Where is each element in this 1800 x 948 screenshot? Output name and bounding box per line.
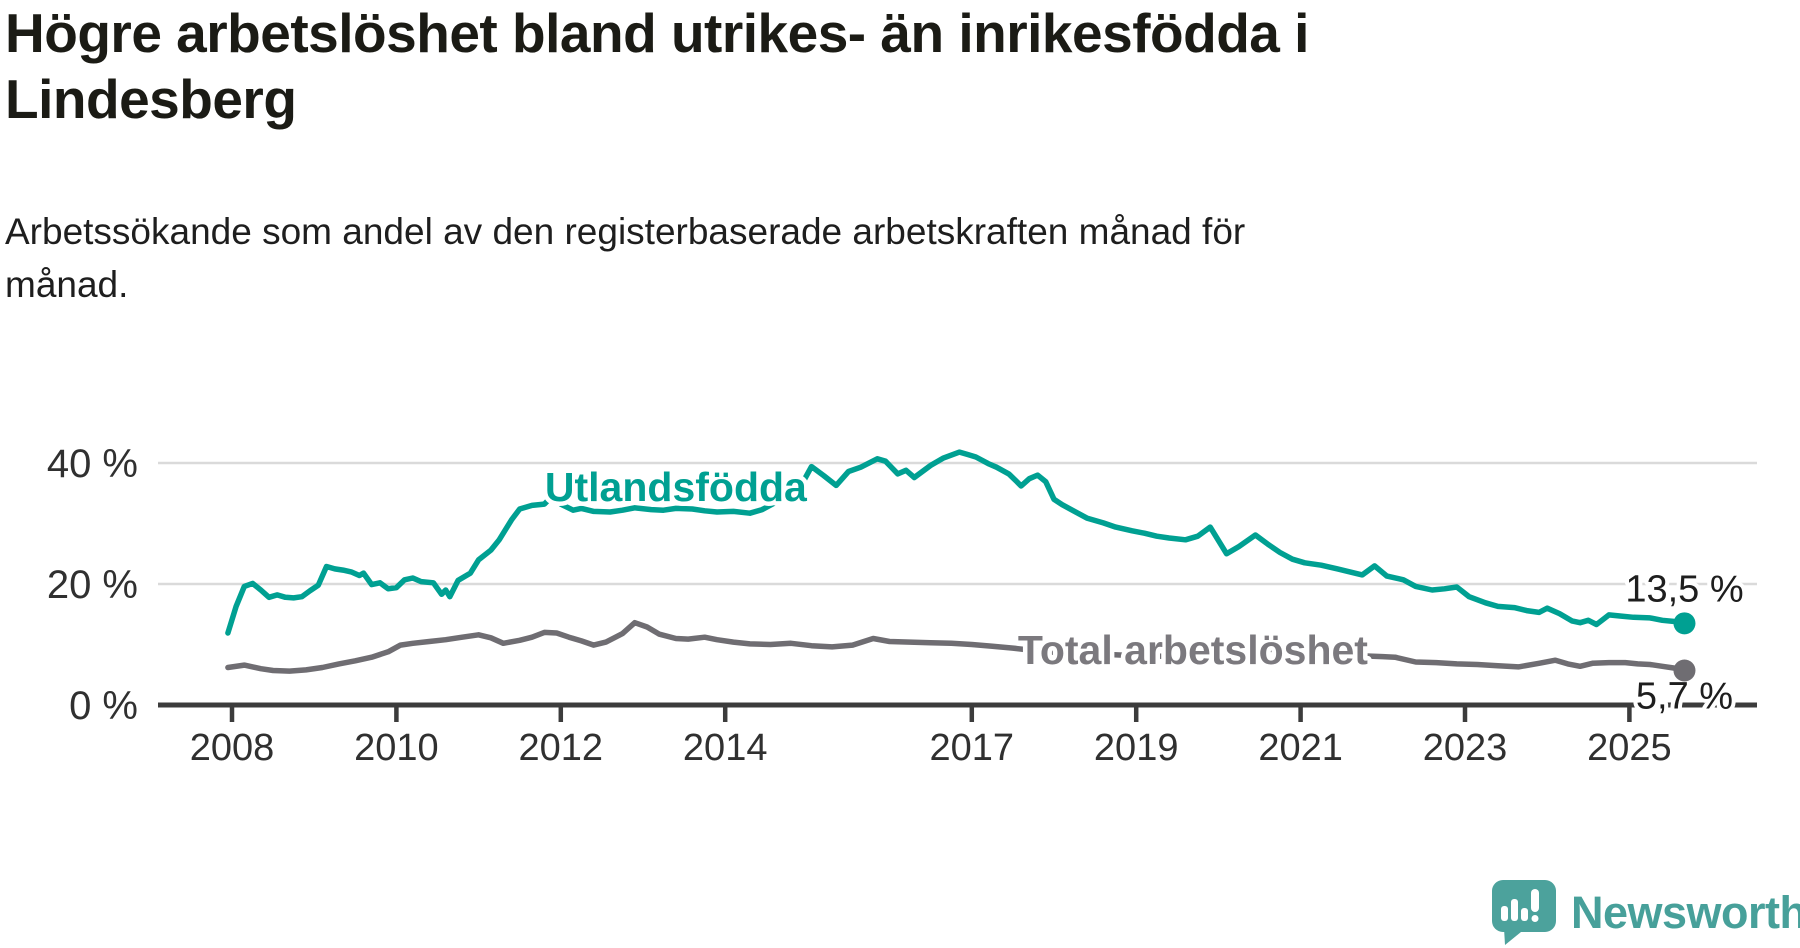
x-tick-label-2017: 2017 bbox=[930, 727, 1015, 769]
end-value-label-total-arbetsloshet: 5,7 % bbox=[1636, 676, 1733, 718]
newsworthy-logo: Newsworthy bbox=[1492, 880, 1800, 946]
newsworthy-speech-bubble-icon bbox=[1492, 880, 1556, 945]
chart-subtitle-line-2: månad. bbox=[5, 263, 129, 305]
chart-title: Högre arbetslöshet bland utrikes- än inr… bbox=[5, 0, 1309, 132]
chart-subtitle-line-1: Arbetssökande som andel av den registerb… bbox=[5, 211, 1246, 252]
x-tick-label-2010: 2010 bbox=[354, 727, 439, 769]
x-tick-label-2014: 2014 bbox=[683, 727, 768, 769]
series-label-utlandsfodda: Utlandsfödda bbox=[545, 464, 808, 510]
end-value-label-utlandsfodda: 13,5 % bbox=[1625, 568, 1743, 610]
x-tick-label-2019: 2019 bbox=[1094, 727, 1179, 769]
series-line-total-arbetsloshet bbox=[225, 619, 1688, 674]
series-label-total-arbetsloshet: Total arbetslöshet bbox=[1018, 627, 1368, 673]
x-tick-label-2021: 2021 bbox=[1258, 727, 1343, 769]
series-end-dot-utlandsfodda bbox=[1673, 612, 1696, 635]
y-tick-label-40: 40 % bbox=[47, 442, 138, 486]
chart-subtitle: Arbetssökande som andel av den registerb… bbox=[5, 206, 1245, 311]
newsworthy-brand-name: Newsworthy bbox=[1571, 887, 1800, 938]
y-tick-label-0: 0 % bbox=[69, 684, 138, 728]
chart-title-line-2: Lindesberg bbox=[5, 68, 297, 130]
y-tick-label-20: 20 % bbox=[47, 563, 138, 607]
series-end-dot-total-arbetsloshet bbox=[1673, 659, 1696, 682]
series-line-utlandsfodda bbox=[225, 449, 1688, 636]
x-tick-label-2008: 2008 bbox=[190, 727, 275, 769]
x-tick-label-2012: 2012 bbox=[519, 727, 604, 769]
chart-title-line-1: Högre arbetslöshet bland utrikes- än inr… bbox=[5, 2, 1309, 64]
x-tick-label-2025: 2025 bbox=[1587, 727, 1672, 769]
x-tick-label-2023: 2023 bbox=[1423, 727, 1508, 769]
